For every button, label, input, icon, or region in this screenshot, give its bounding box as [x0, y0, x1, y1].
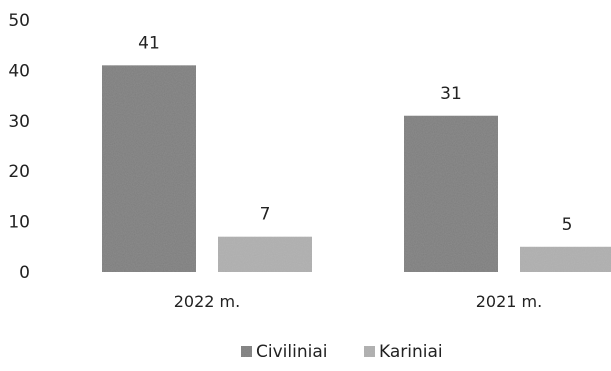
legend-label: Civiliniai [256, 342, 327, 362]
y-tick-label: 10 [8, 213, 30, 233]
data-label: 41 [138, 33, 160, 53]
y-tick-label: 20 [8, 162, 30, 182]
legend-label: Kariniai [379, 342, 443, 362]
bars [102, 65, 611, 272]
bar-kariniai-0 [218, 236, 312, 272]
x-category-label: 2022 m. [174, 292, 240, 311]
x-axis: 2022 m. 2021 m. [174, 292, 542, 311]
legend: Civiliniai Kariniai [241, 342, 443, 362]
y-tick-label: 0 [19, 263, 30, 283]
data-labels: 41 7 31 5 [138, 33, 572, 234]
legend-swatch [241, 346, 252, 357]
bar-civiliniai-1 [404, 115, 498, 272]
data-label: 5 [562, 215, 573, 235]
y-tick-label: 30 [8, 112, 30, 132]
legend-swatch [364, 346, 375, 357]
y-tick-label: 50 [8, 11, 30, 31]
data-label: 31 [440, 84, 462, 104]
bar-civiliniai-0 [102, 65, 196, 272]
x-category-label: 2021 m. [476, 292, 542, 311]
y-tick-label: 40 [8, 61, 30, 81]
data-label: 7 [260, 205, 271, 225]
bar-kariniai-1 [520, 246, 611, 272]
y-axis: 0 10 20 30 40 50 [8, 11, 30, 283]
